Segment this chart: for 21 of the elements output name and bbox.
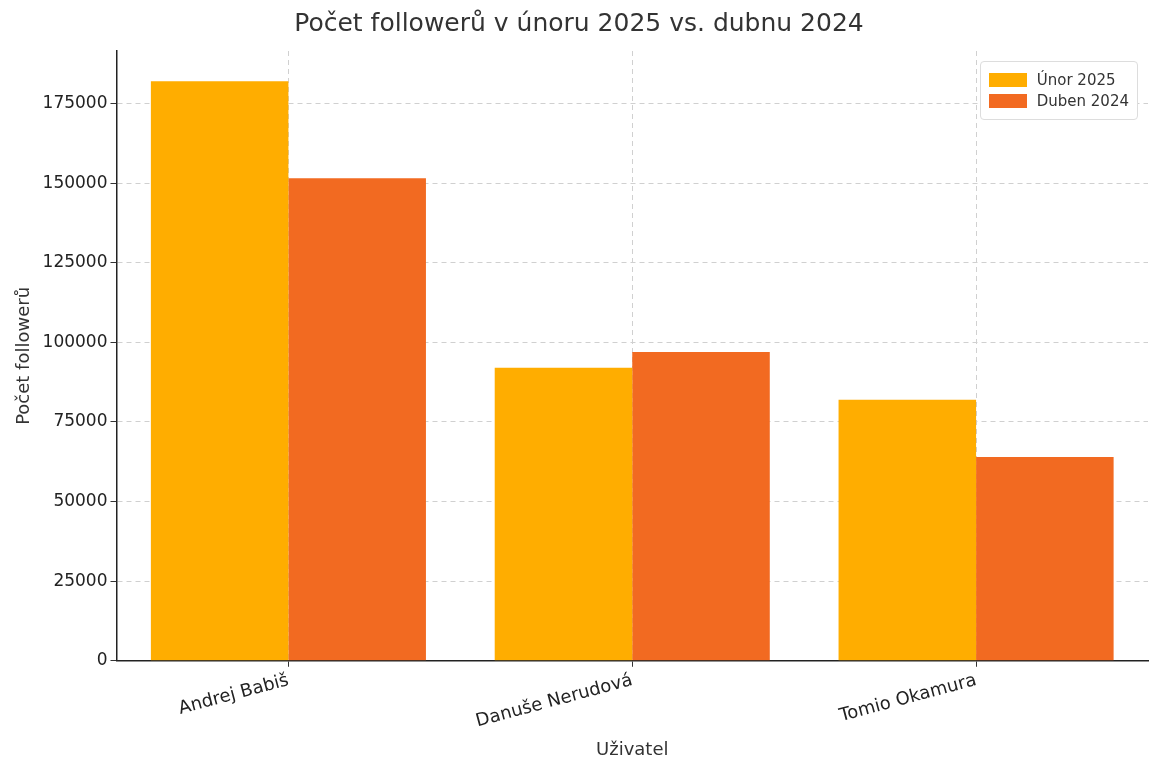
chart-title: Počet followerů v únoru 2025 vs. dubnu 2024 (294, 7, 864, 37)
y-tick-label: 125000 (42, 251, 108, 272)
y-tick-label: 175000 (42, 91, 108, 112)
bar (838, 399, 977, 661)
x-tick-label: Andrej Babiš (175, 668, 291, 718)
x-tick-label: Tomio Okamura (835, 668, 979, 726)
y-tick-label: 100000 (42, 330, 108, 351)
y-axis-title: Počet followerů (12, 286, 34, 425)
legend-label: Duben 2024 (1036, 92, 1129, 110)
x-axis-title: Uživatel (596, 737, 669, 759)
bar (632, 351, 770, 661)
bar (976, 456, 1114, 661)
y-tick-label: 150000 (42, 171, 108, 192)
bar (494, 367, 633, 661)
y-tick-label: 50000 (53, 489, 108, 510)
y-tick-label: 0 (96, 649, 108, 670)
bar (150, 81, 289, 661)
y-tick-label: 25000 (53, 569, 108, 590)
legend-label: Únor 2025 (1036, 71, 1116, 89)
y-tick-label: 75000 (53, 410, 108, 431)
bar (288, 178, 426, 661)
